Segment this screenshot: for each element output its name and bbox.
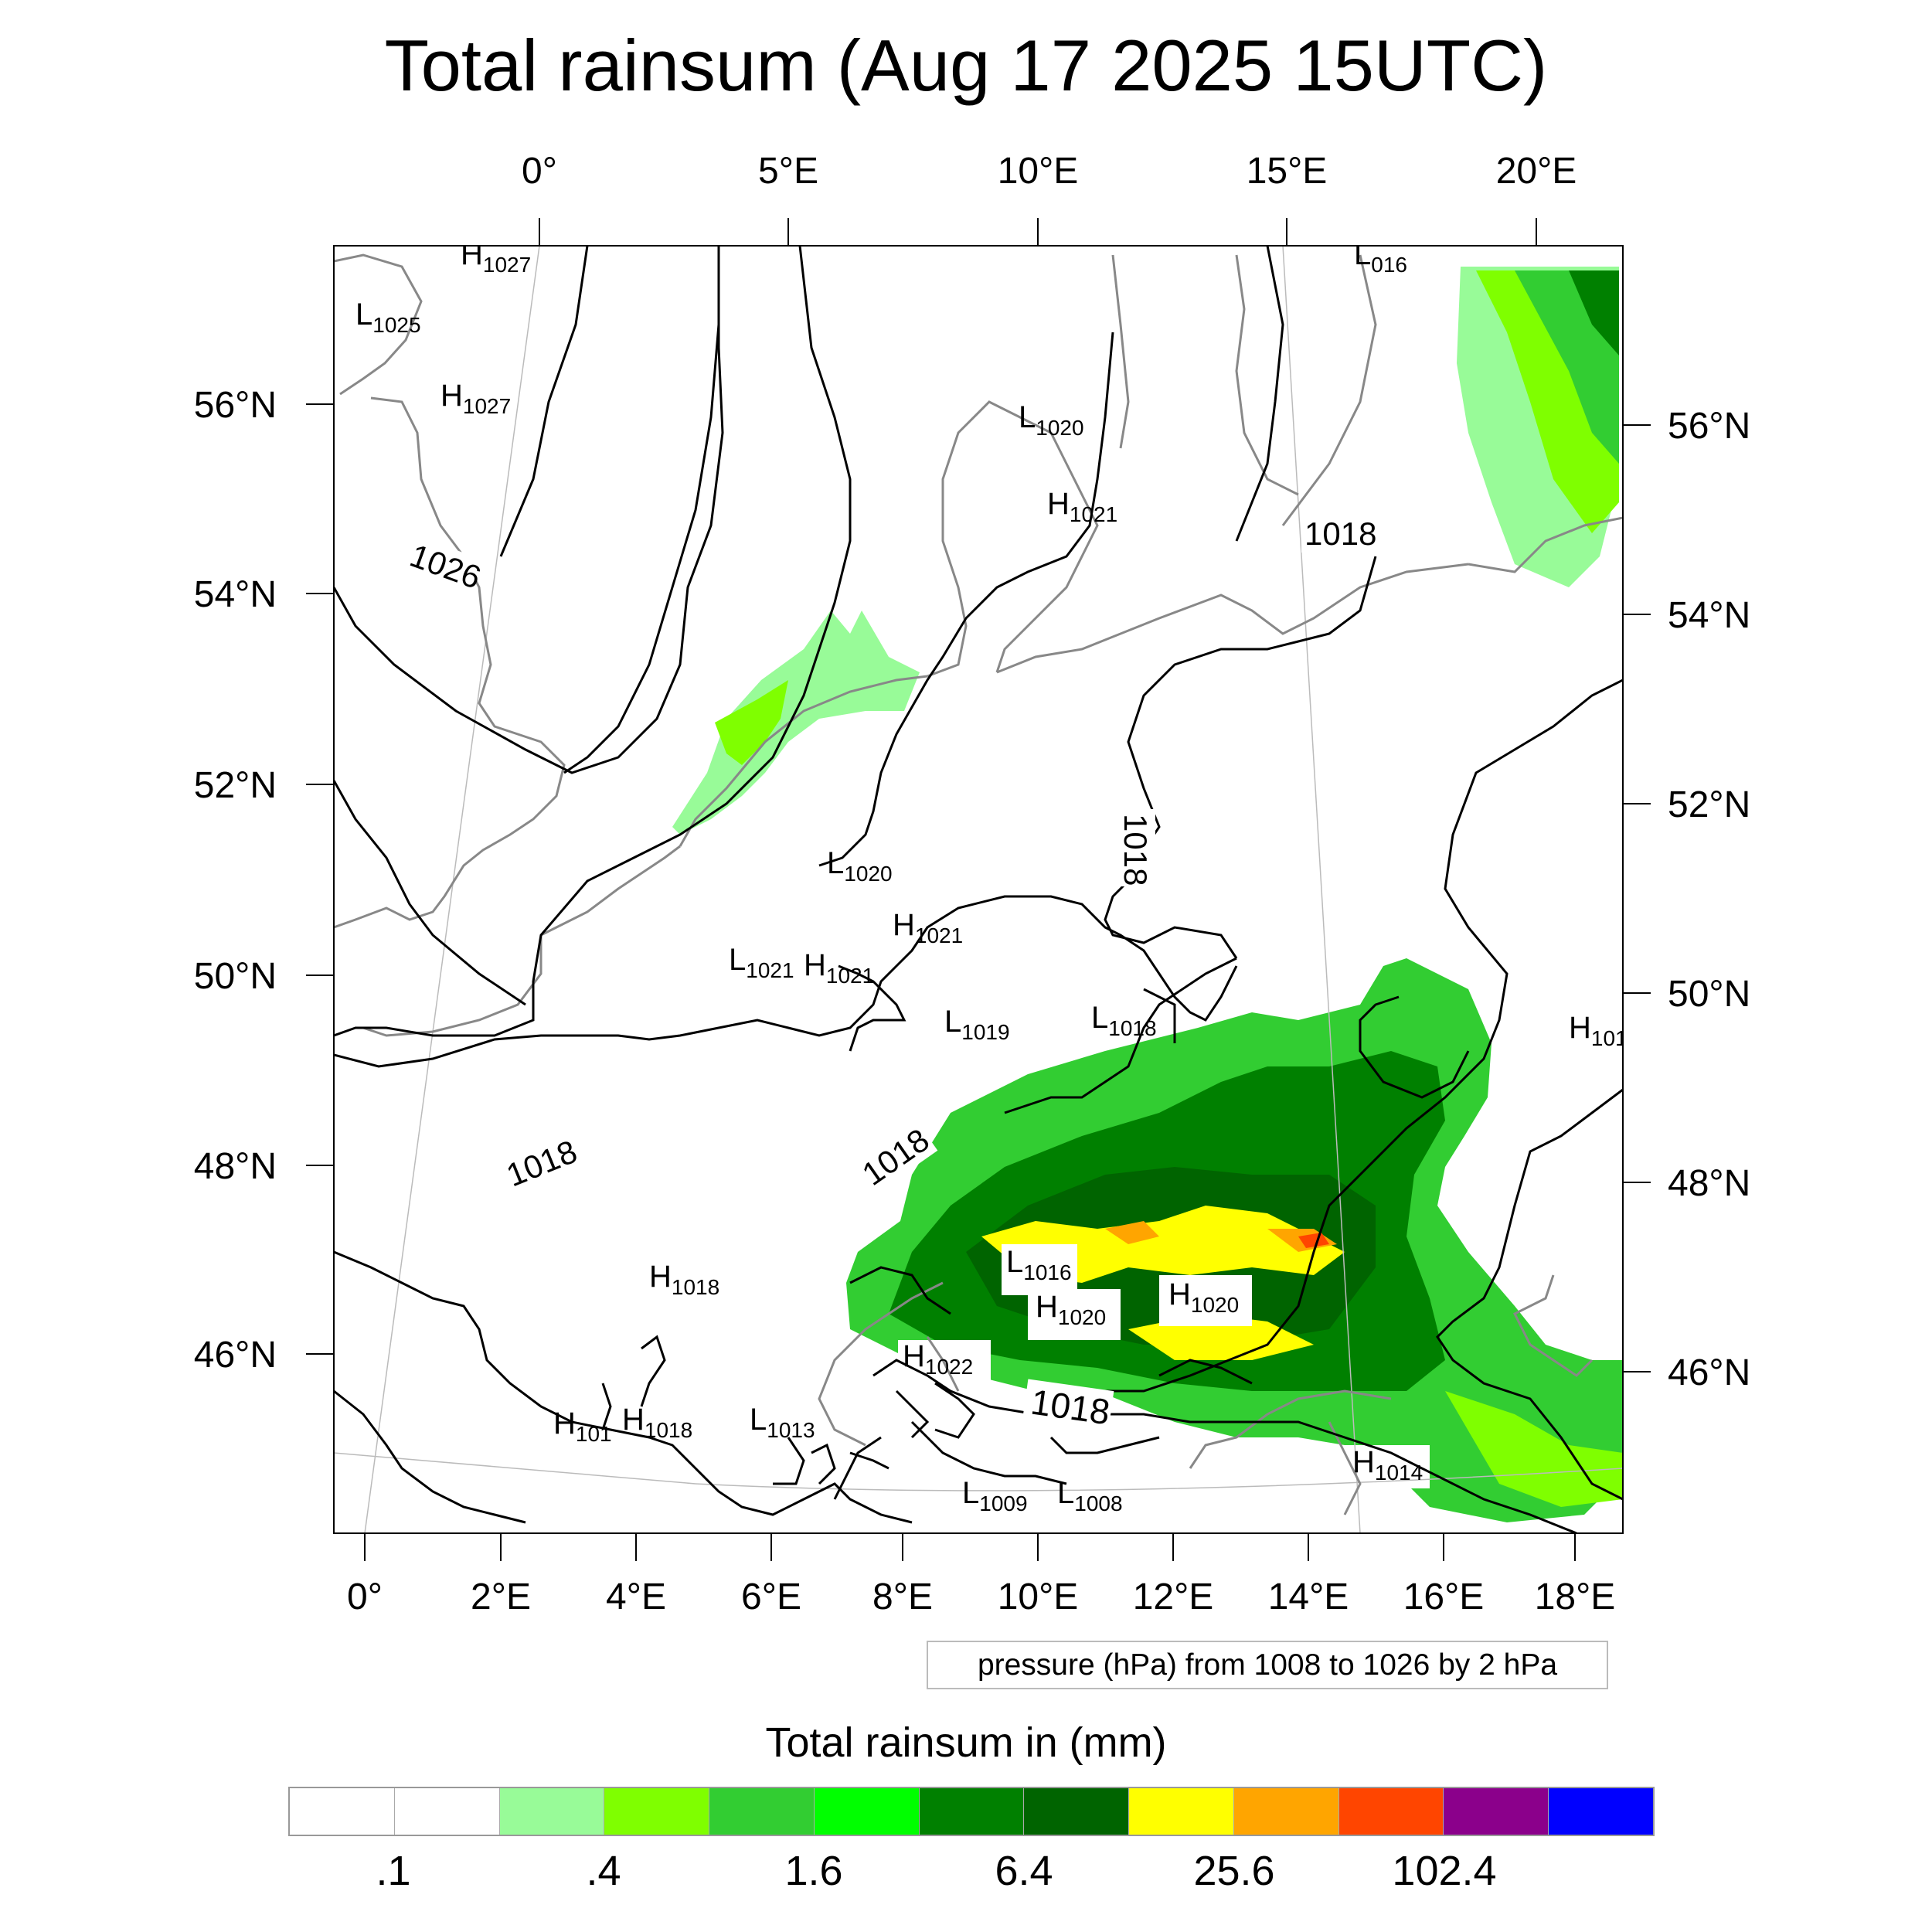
colorbar-label: 25.6: [1193, 1848, 1275, 1894]
isobar-label: 1018: [1304, 515, 1376, 552]
colorbar-title: Total rainsum in (mm): [765, 1719, 1167, 1766]
lon-label: 0°: [347, 1577, 383, 1617]
lon-label: 16°E: [1403, 1577, 1485, 1617]
pressure-center: H1018: [649, 1260, 719, 1299]
pressure-center: H1014: [1352, 1445, 1423, 1485]
pressure-center: H1022: [903, 1339, 973, 1379]
lon-label: 18°E: [1535, 1577, 1616, 1617]
colorbar-box: [919, 1788, 1025, 1835]
lon-label: 12°E: [1133, 1577, 1214, 1617]
colorbar-box: [814, 1788, 920, 1835]
pressure-center: H101: [1569, 1011, 1628, 1050]
colorbar-box: [1549, 1788, 1653, 1835]
lon-label: 15°E: [1247, 151, 1328, 192]
lon-label: 10°E: [998, 1577, 1079, 1617]
colorbar-box: [394, 1788, 500, 1835]
colorbar-box: [1444, 1788, 1549, 1835]
pressure-center: H1021: [804, 948, 874, 988]
lat-label: 50°N: [194, 956, 277, 997]
lon-label: 2°E: [471, 1577, 531, 1617]
map-title: Total rainsum (Aug 17 2025 15UTC): [384, 25, 1548, 106]
axis-ticks: [306, 218, 1651, 1561]
colorbar-box: [290, 1788, 395, 1835]
right-latitude-labels: 56°N 54°N 52°N 50°N 48°N 46°N: [1668, 406, 1750, 1393]
pressure-center: L1013: [750, 1403, 815, 1442]
lat-label: 50°N: [1668, 974, 1750, 1015]
colorbar-box: [604, 1788, 710, 1835]
pressure-center: H1020: [1036, 1290, 1106, 1329]
pressure-center: L1020: [827, 846, 893, 886]
colorbar: [288, 1787, 1655, 1836]
pressure-center: L1016: [1006, 1245, 1072, 1284]
colorbar-box: [709, 1788, 815, 1835]
colorbar-box: [1233, 1788, 1339, 1835]
pressure-center: H1021: [893, 908, 963, 947]
lat-label: 48°N: [1668, 1163, 1750, 1204]
lat-label: 56°N: [1668, 406, 1750, 447]
pressure-centers: H1027 L1025 H1027 L016 L1020 L1020 H1021…: [355, 237, 1628, 1515]
pressure-contour-note: pressure (hPa) from 1008 to 1026 by 2 hP…: [927, 1641, 1608, 1689]
lon-label: 6°E: [741, 1577, 801, 1617]
colorbar-label: .1: [376, 1848, 411, 1894]
lon-label: 5°E: [758, 151, 818, 192]
pressure-center: L1025: [355, 298, 421, 337]
pressure-center: L1009: [962, 1476, 1028, 1515]
lat-label: 56°N: [194, 385, 277, 426]
lat-label: 54°N: [194, 574, 277, 615]
pressure-center: H1027: [461, 237, 531, 277]
colorbar-label: 6.4: [995, 1848, 1053, 1894]
lon-label: 4°E: [606, 1577, 666, 1617]
isobar-label: 1018: [1117, 814, 1154, 886]
colorbar-label: .4: [586, 1848, 621, 1894]
pressure-center: L1008: [1057, 1476, 1123, 1515]
pressure-center: H101: [553, 1406, 612, 1446]
graticule: [334, 246, 1623, 1533]
bottom-longitude-labels: 0° 2°E 4°E 6°E 8°E 10°E 12°E 14°E 16°E 1…: [347, 1577, 1615, 1617]
pressure-center: L1021: [729, 943, 794, 982]
colorbar-box: [1024, 1788, 1130, 1835]
pressure-center: L1018: [1091, 1001, 1157, 1040]
lat-label: 48°N: [194, 1146, 277, 1187]
isobars: [334, 246, 1623, 1533]
lat-label: 46°N: [194, 1335, 277, 1376]
colorbar-labels: .1 .4 1.6 6.4 25.6 102.4: [0, 1847, 1932, 1901]
pressure-center: H1018: [622, 1403, 692, 1442]
left-latitude-labels: 56°N 54°N 52°N 50°N 48°N 46°N: [194, 385, 277, 1376]
pressure-center: L1019: [944, 1005, 1010, 1044]
colorbar-label: 1.6: [784, 1848, 843, 1894]
pressure-center: L016: [1354, 237, 1407, 277]
lon-label: 0°: [522, 151, 557, 192]
pressure-center: H1027: [440, 379, 511, 418]
colorbar-box: [1338, 1788, 1444, 1835]
pressure-center: L1020: [1019, 400, 1084, 440]
lat-label: 52°N: [194, 765, 277, 806]
colorbar-box: [499, 1788, 605, 1835]
lon-label: 14°E: [1268, 1577, 1349, 1617]
lat-label: 46°N: [1668, 1352, 1750, 1393]
lon-label: 10°E: [998, 151, 1079, 192]
lon-label: 8°E: [872, 1577, 933, 1617]
lat-label: 54°N: [1668, 595, 1750, 636]
top-longitude-labels: 0° 5°E 10°E 15°E 20°E: [522, 151, 1577, 192]
pressure-center: H1021: [1047, 487, 1117, 526]
lat-label: 52°N: [1668, 784, 1750, 825]
pressure-center: H1020: [1168, 1277, 1239, 1317]
rain-field-baltic: [1457, 267, 1619, 587]
colorbar-box: [1129, 1788, 1234, 1835]
colorbar-label: 102.4: [1392, 1848, 1497, 1894]
lon-label: 20°E: [1496, 151, 1577, 192]
coastlines: [334, 253, 1623, 1515]
